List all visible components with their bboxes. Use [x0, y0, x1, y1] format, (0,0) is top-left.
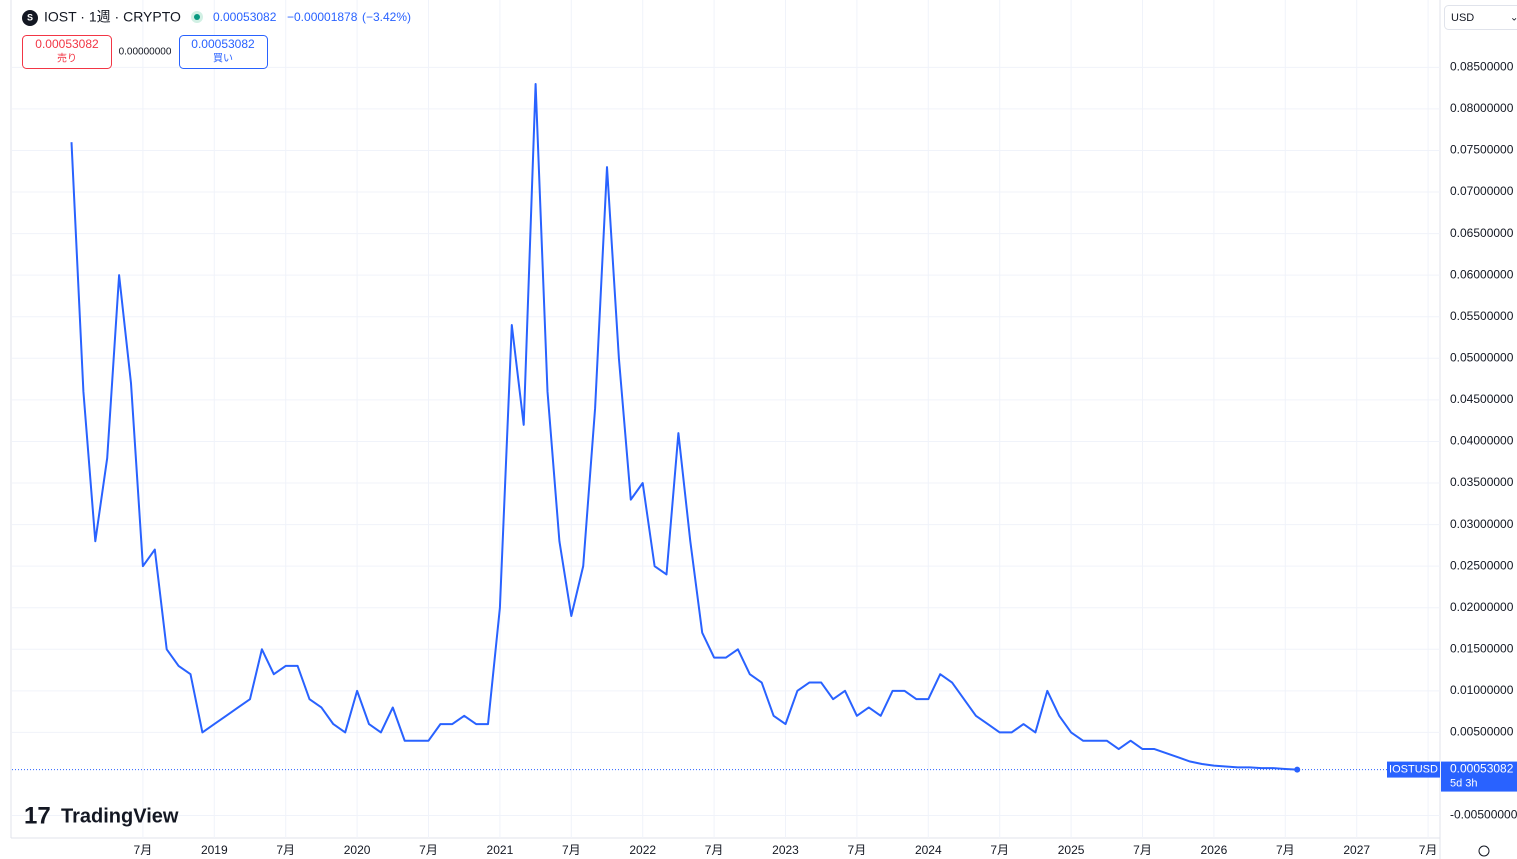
buy-label: 買い — [213, 53, 233, 65]
x-tick-label: 7月 — [848, 843, 867, 857]
x-tick-label: 2019 — [201, 843, 228, 857]
y-tick-label: 0.06000000 — [1450, 267, 1514, 281]
symbol-tag — [1387, 761, 1440, 778]
market-status-dot — [194, 14, 200, 20]
buy-button[interactable] — [179, 35, 268, 69]
sell-price: 0.00053082 — [35, 37, 99, 51]
brand-logo: 17 — [24, 802, 51, 829]
y-tick-label: 0.06500000 — [1450, 226, 1514, 240]
y-tick-label: 0.01000000 — [1450, 683, 1514, 697]
x-tick-label: 7月 — [276, 843, 295, 857]
settings-icon[interactable] — [1478, 845, 1490, 857]
x-tick-label: 7月 — [705, 843, 724, 857]
plot — [12, 82, 1440, 773]
x-tick-label: 7月 — [562, 843, 581, 857]
x-tick-label: 2026 — [1201, 843, 1228, 857]
spread: 0.00000000 — [119, 47, 172, 58]
x-tick-label: 7月 — [1133, 843, 1152, 857]
buy-price: 0.00053082 — [191, 37, 255, 51]
x-tick-label: 2021 — [487, 843, 514, 857]
symbol-icon-glyph: S — [27, 12, 33, 22]
y-tick-label: 0.02000000 — [1450, 600, 1514, 614]
x-tick-label: 2023 — [772, 843, 799, 857]
y-tick-label: 0.01500000 — [1450, 641, 1514, 655]
y-tick-label: 0.03500000 — [1450, 475, 1514, 489]
y-tick-label: -0.00500000 — [1450, 808, 1517, 822]
y-tick-label: 0.08000000 — [1450, 101, 1514, 115]
y-tick-label: 0.08500000 — [1450, 60, 1514, 74]
y-tick-label: 0.04000000 — [1450, 434, 1514, 448]
currency-select[interactable] — [1444, 5, 1517, 30]
x-tick-label: 2025 — [1058, 843, 1085, 857]
last-point — [1294, 766, 1301, 773]
x-tick-label: 7月 — [990, 843, 1009, 857]
x-tick-label: 7月 — [1276, 843, 1295, 857]
x-tick-label: 2027 — [1343, 843, 1370, 857]
y-tick-label: 0.04500000 — [1450, 392, 1514, 406]
x-tick-label: 7月 — [1419, 843, 1438, 857]
header-change: −0.00001878 — [287, 10, 358, 24]
y-tick-label: 0.07000000 — [1450, 184, 1514, 198]
price-tag — [1441, 761, 1517, 792]
symbol-icon — [22, 10, 38, 26]
y-tick-label: 0.00500000 — [1450, 725, 1514, 739]
symbol-title[interactable]: IOST · 1週 · CRYPTO — [44, 9, 181, 25]
price-tag-countdown: 5d 3h — [1450, 777, 1478, 789]
brand[interactable]: TradingView — [61, 805, 179, 827]
y-tick-label: 0.05000000 — [1450, 350, 1514, 364]
sell-button[interactable] — [22, 35, 112, 69]
x-tick-label: 7月 — [134, 843, 153, 857]
x-tick-label: 7月 — [419, 843, 438, 857]
symbol-tag-text: IOSTUSD — [1389, 763, 1438, 775]
y-tick-label: 0.07500000 — [1450, 143, 1514, 157]
header-price: 0.00053082 — [213, 10, 277, 24]
y-tick-label: 0.05500000 — [1450, 309, 1514, 323]
x-tick-label: 2020 — [344, 843, 371, 857]
x-tick-label: 2024 — [915, 843, 942, 857]
price-tag-value: 0.00053082 — [1450, 762, 1514, 776]
currency: USD — [1451, 12, 1474, 24]
y-tick-label: 0.03000000 — [1450, 517, 1514, 531]
x-tick-label: 2022 — [629, 843, 656, 857]
sell-label: 売り — [57, 52, 77, 65]
grid — [12, 0, 1440, 838]
currency-chevron: ⌄ — [1510, 13, 1517, 24]
y-tick-label: 0.02500000 — [1450, 558, 1514, 572]
price-line — [70, 82, 1298, 771]
header-change-pct: (−3.42%) — [362, 10, 411, 24]
